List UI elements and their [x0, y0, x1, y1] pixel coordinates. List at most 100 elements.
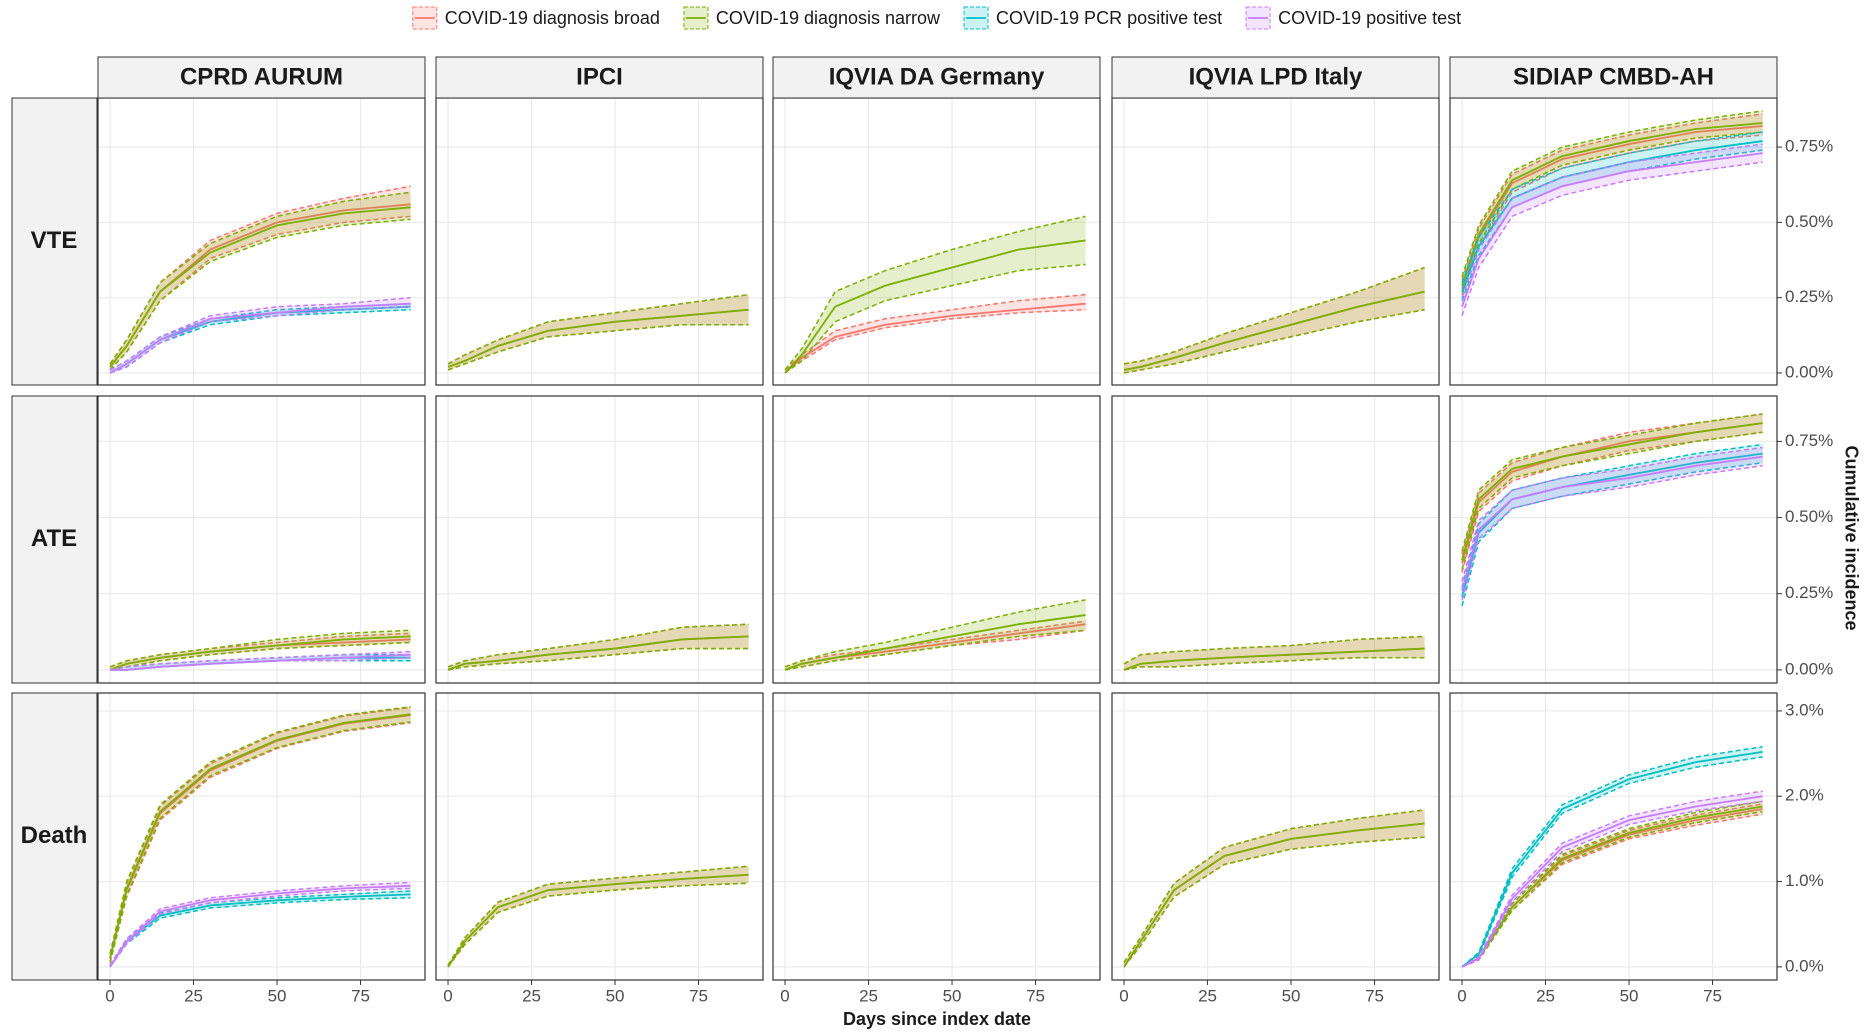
x-tick-label: 75 [1365, 986, 1384, 1005]
series-line [784, 614, 1086, 671]
ci-bound [109, 296, 411, 371]
panel-data [1123, 266, 1425, 374]
x-tick-label: 25 [522, 986, 541, 1005]
series-line [447, 635, 749, 671]
legend-label: COVID-19 positive test [1278, 8, 1461, 28]
ci-band [1462, 144, 1763, 316]
x-tick-label: 0 [1457, 986, 1466, 1005]
ci-band [1462, 413, 1763, 570]
column-label: CPRD AURUM [180, 63, 343, 90]
x-tick-label: 0 [105, 986, 114, 1005]
ci-band [1124, 809, 1425, 967]
column-strip [435, 56, 764, 99]
ci-bound [447, 882, 749, 968]
legend: COVID-19 diagnosis broad COVID-19 diagnos… [412, 6, 1461, 30]
column-label: IPCI [576, 63, 623, 90]
column-strip [772, 56, 1101, 99]
panel-border [435, 395, 764, 684]
series-line [784, 302, 1086, 374]
column-strip [1449, 56, 1778, 99]
panel-data [109, 629, 411, 671]
column-label: SIDIAP CMBD-AH [1513, 63, 1714, 90]
ci-bound [447, 623, 749, 668]
y-axis-title: Cumulative incidence [1841, 445, 1861, 630]
ci-bound [447, 324, 749, 371]
panel-border [772, 692, 1101, 981]
ci-bound [109, 650, 411, 671]
ci-bound [1123, 809, 1425, 964]
column-strip [97, 56, 426, 99]
panel-data [447, 865, 749, 968]
y-tick-label: 0.50% [1785, 507, 1833, 526]
x-tick-label: 25 [184, 986, 203, 1005]
series-line [1461, 152, 1763, 307]
series-line [447, 308, 749, 368]
ci-bound [1461, 161, 1763, 316]
ci-bound [1461, 143, 1763, 298]
ci-bound [109, 721, 411, 963]
x-tick-label: 75 [689, 986, 708, 1005]
ci-bound [109, 629, 411, 668]
ci-bound [109, 705, 411, 955]
series-line [109, 884, 411, 968]
series-line [109, 302, 411, 374]
x-tick-label: 75 [1026, 986, 1045, 1005]
ci-bound [1123, 656, 1425, 671]
ci-bound [784, 629, 1086, 671]
x-tick-label: 75 [1703, 986, 1722, 1005]
ci-band [1124, 267, 1425, 373]
ci-bound [1461, 431, 1763, 573]
legend-item: COVID-19 diagnosis narrow [683, 6, 941, 30]
legend-label: COVID-19 diagnosis broad [445, 8, 660, 28]
y-tick-label: 1.0% [1785, 871, 1824, 890]
ci-band [785, 216, 1086, 373]
ci-bound [1123, 836, 1425, 968]
series-line [1123, 290, 1425, 371]
panel [772, 692, 1101, 981]
panel [435, 692, 764, 981]
panel-background [1112, 693, 1439, 980]
row-label: ATE [31, 525, 77, 552]
panel-background [98, 693, 425, 980]
series-line [1461, 422, 1763, 561]
x-tick-label: 25 [859, 986, 878, 1005]
ci-bound [1461, 461, 1763, 607]
x-tick-label: 0 [443, 986, 452, 1005]
panel [97, 97, 426, 386]
ci-bound [447, 865, 749, 966]
panel [772, 395, 1101, 684]
panel [1111, 97, 1440, 386]
panel-background [1450, 396, 1777, 683]
x-tick-label: 50 [1282, 986, 1301, 1005]
ci-bound [1123, 266, 1425, 365]
panel-data [1461, 110, 1763, 316]
panel [97, 692, 426, 981]
ci-bound [447, 647, 749, 671]
panel-data [784, 599, 1086, 671]
x-tick-label: 50 [606, 986, 625, 1005]
y-tick-label: 0.00% [1785, 362, 1833, 381]
ci-band [1462, 110, 1763, 295]
x-tick-label: 0 [780, 986, 789, 1005]
series-line [1461, 750, 1763, 968]
panel-data [447, 623, 749, 671]
series-line [1123, 647, 1425, 671]
panel-background [436, 98, 763, 385]
x-tick-label: 25 [1198, 986, 1217, 1005]
column-label: IQVIA DA Germany [829, 63, 1045, 90]
panel-data [109, 705, 411, 968]
x-tick-label: 0 [1119, 986, 1128, 1005]
panel-data [1461, 413, 1763, 607]
ci-bound [109, 218, 411, 371]
row-label: VTE [31, 227, 78, 254]
panel-background [773, 396, 1100, 683]
panel-border [1449, 395, 1778, 684]
series-line [1123, 822, 1425, 968]
panel-background [436, 693, 763, 980]
series-line [109, 713, 411, 959]
row-strip [11, 395, 98, 684]
legend-item: COVID-19 PCR positive test [963, 6, 1222, 30]
x-tick-label: 50 [268, 986, 287, 1005]
series-line [1461, 122, 1763, 286]
ci-band [1124, 809, 1425, 967]
